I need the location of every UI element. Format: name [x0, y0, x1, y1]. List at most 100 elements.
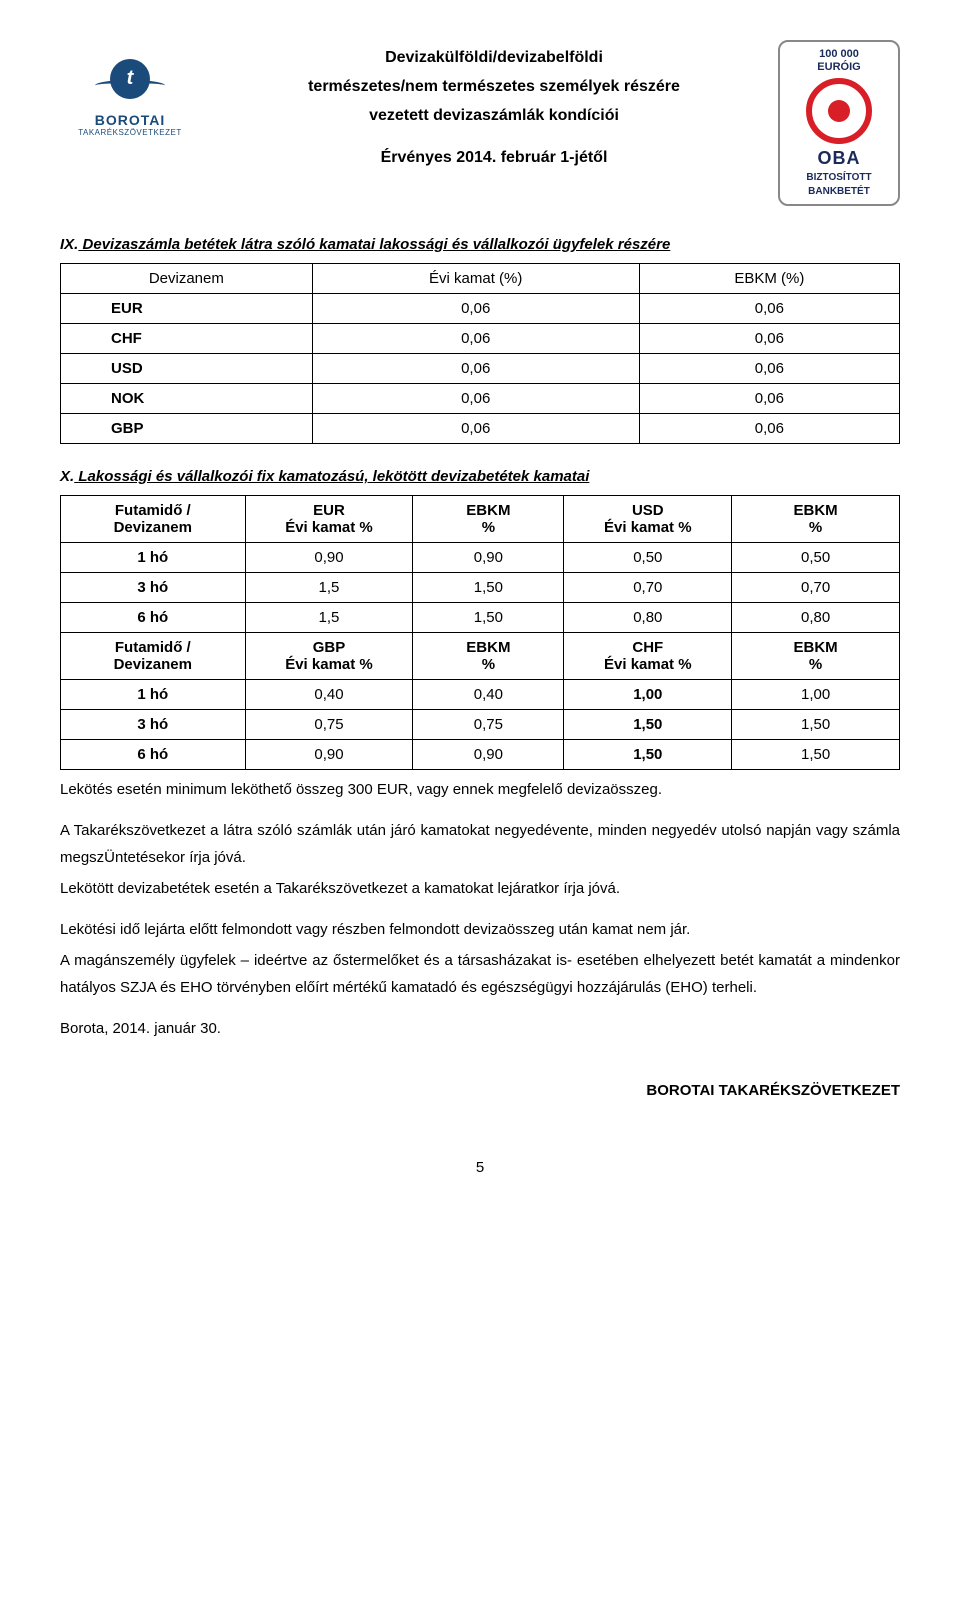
col-ebkm: EBKM (%): [639, 263, 899, 293]
table-cell: 1,00: [732, 679, 900, 709]
paragraph-3: Lekötési idő lejárta előtt felmondott va…: [60, 916, 900, 943]
h1-c3: EBKM%: [413, 495, 564, 542]
table-row: 3 hó0,750,751,501,50: [61, 709, 900, 739]
table-cell: 0,06: [312, 323, 639, 353]
table-cell: 0,40: [245, 679, 413, 709]
logo-name: BOROTAI: [95, 112, 166, 128]
table-cell: 0,06: [639, 293, 899, 323]
table-cell: 1,00: [564, 679, 732, 709]
table-header-row: Devizanem Évi kamat (%) EBKM (%): [61, 263, 900, 293]
signature: BOROTAI TAKARÉKSZÖVETKEZET: [60, 1082, 900, 1099]
table-cell: 0,40: [413, 679, 564, 709]
h1-c1: Futamidő /Devizanem: [61, 495, 246, 542]
table-cell: 1,50: [564, 709, 732, 739]
table-cell: 0,75: [245, 709, 413, 739]
oba-name: OBA: [784, 148, 894, 170]
table-cell: 0,06: [639, 383, 899, 413]
table-cell: GBP: [61, 413, 313, 443]
table-cell: 1,5: [245, 602, 413, 632]
table-row: CHF0,060,06: [61, 323, 900, 353]
oba-badge: 100 000 EURÓIG OBA BIZTOSÍTOTT BANKBETÉT: [778, 40, 900, 206]
paragraph-4: A magánszemély ügyfelek – ideértve az ős…: [60, 947, 900, 1001]
logo-left: t BOROTAI TAKARÉKSZÖVETKEZET: [60, 40, 200, 150]
logo-letter: t: [110, 59, 150, 99]
table-cell: 6 hó: [61, 602, 246, 632]
h1-c5: EBKM%: [732, 495, 900, 542]
table-cell: NOK: [61, 383, 313, 413]
table-cell: 0,06: [312, 413, 639, 443]
table-cell: 6 hó: [61, 739, 246, 769]
h1-c2: EURÉvi kamat %: [245, 495, 413, 542]
oba-line-2: BANKBETÉT: [784, 186, 894, 198]
header-valid-from: Érvényes 2014. február 1-jétől: [210, 144, 778, 173]
table-cell: 0,90: [245, 739, 413, 769]
table-cell: 1 hó: [61, 679, 246, 709]
oba-line-1: BIZTOSÍTOTT: [784, 172, 894, 184]
table-cell: 1,50: [564, 739, 732, 769]
min-deposit-note: Lekötés esetén minimum leköthető összeg …: [60, 776, 900, 803]
header-line-3: vezetett devizaszámlák kondíciói: [210, 102, 778, 131]
table-cell: 0,70: [732, 572, 900, 602]
paragraph-2: Lekötött devizabetétek esetén a Takaréks…: [60, 875, 900, 902]
header-line-1: Devizakülföldi/devizabelföldi: [210, 44, 778, 73]
table-cell: 0,06: [639, 353, 899, 383]
table-cell: 0,06: [312, 383, 639, 413]
table-cell: 1,5: [245, 572, 413, 602]
section-ix-title: IX. Devizaszámla betétek látra szóló kam…: [60, 236, 900, 253]
table-cell: 0,90: [413, 542, 564, 572]
table-row: 3 hó1,51,500,700,70: [61, 572, 900, 602]
table-cell: CHF: [61, 323, 313, 353]
table-cell: 0,90: [413, 739, 564, 769]
table-cell: 1,50: [413, 572, 564, 602]
col-evi-kamat: Évi kamat (%): [312, 263, 639, 293]
table-row: EUR0,060,06: [61, 293, 900, 323]
oba-amount: 100 000: [784, 48, 894, 61]
table2-header-2: Futamidő /Devizanem GBPÉvi kamat % EBKM%…: [61, 632, 900, 679]
table-cell: 0,80: [732, 602, 900, 632]
oba-currency: EURÓIG: [784, 61, 894, 74]
section-x-prefix: X.: [60, 468, 74, 485]
col-devizanem: Devizanem: [61, 263, 313, 293]
h2-c3: EBKM%: [413, 632, 564, 679]
table2-header-1: Futamidő /Devizanem EURÉvi kamat % EBKM%…: [61, 495, 900, 542]
table-cell: 0,90: [245, 542, 413, 572]
page-number: 5: [60, 1159, 900, 1176]
table-cell: 0,06: [639, 323, 899, 353]
table-latra-szolo: Devizanem Évi kamat (%) EBKM (%) EUR0,06…: [60, 263, 900, 444]
page-header: t BOROTAI TAKARÉKSZÖVETKEZET Devizakülfö…: [60, 40, 900, 206]
table-cell: 0,75: [413, 709, 564, 739]
section-ix-text: Devizaszámla betétek látra szóló kamatai…: [83, 236, 671, 253]
table-cell: 0,50: [564, 542, 732, 572]
h2-c4: CHFÉvi kamat %: [564, 632, 732, 679]
table-row: GBP0,060,06: [61, 413, 900, 443]
table-cell: 1,50: [732, 709, 900, 739]
table-cell: 0,80: [564, 602, 732, 632]
header-line-2: természetes/nem természetes személyek ré…: [210, 73, 778, 102]
table-row: 1 hó0,900,900,500,50: [61, 542, 900, 572]
section-x-text: Lakossági és vállalkozói fix kamatozású,…: [78, 468, 589, 485]
table-cell: USD: [61, 353, 313, 383]
table-row: USD0,060,06: [61, 353, 900, 383]
h2-c5: EBKM%: [732, 632, 900, 679]
table-cell: 0,50: [732, 542, 900, 572]
table-cell: 1 hó: [61, 542, 246, 572]
table-cell: 0,06: [639, 413, 899, 443]
table-row: NOK0,060,06: [61, 383, 900, 413]
table-cell: 0,70: [564, 572, 732, 602]
table-cell: 3 hó: [61, 572, 246, 602]
table-cell: 0,06: [312, 293, 639, 323]
table-row: 6 hó1,51,500,800,80: [61, 602, 900, 632]
table-cell: 0,06: [312, 353, 639, 383]
table-cell: EUR: [61, 293, 313, 323]
table-cell: 1,50: [413, 602, 564, 632]
table-cell: 3 hó: [61, 709, 246, 739]
table-cell: 1,50: [732, 739, 900, 769]
logo-emblem: t: [95, 54, 165, 104]
table-row: 1 hó0,400,401,001,00: [61, 679, 900, 709]
section-x-title: X. Lakossági és vállalkozói fix kamatozá…: [60, 468, 900, 485]
h2-c2: GBPÉvi kamat %: [245, 632, 413, 679]
section-ix-prefix: IX.: [60, 236, 78, 253]
h2-c1: Futamidő /Devizanem: [61, 632, 246, 679]
logo-subtitle: TAKARÉKSZÖVETKEZET: [78, 128, 182, 137]
table-lekotott: Futamidő /Devizanem EURÉvi kamat % EBKM%…: [60, 495, 900, 770]
